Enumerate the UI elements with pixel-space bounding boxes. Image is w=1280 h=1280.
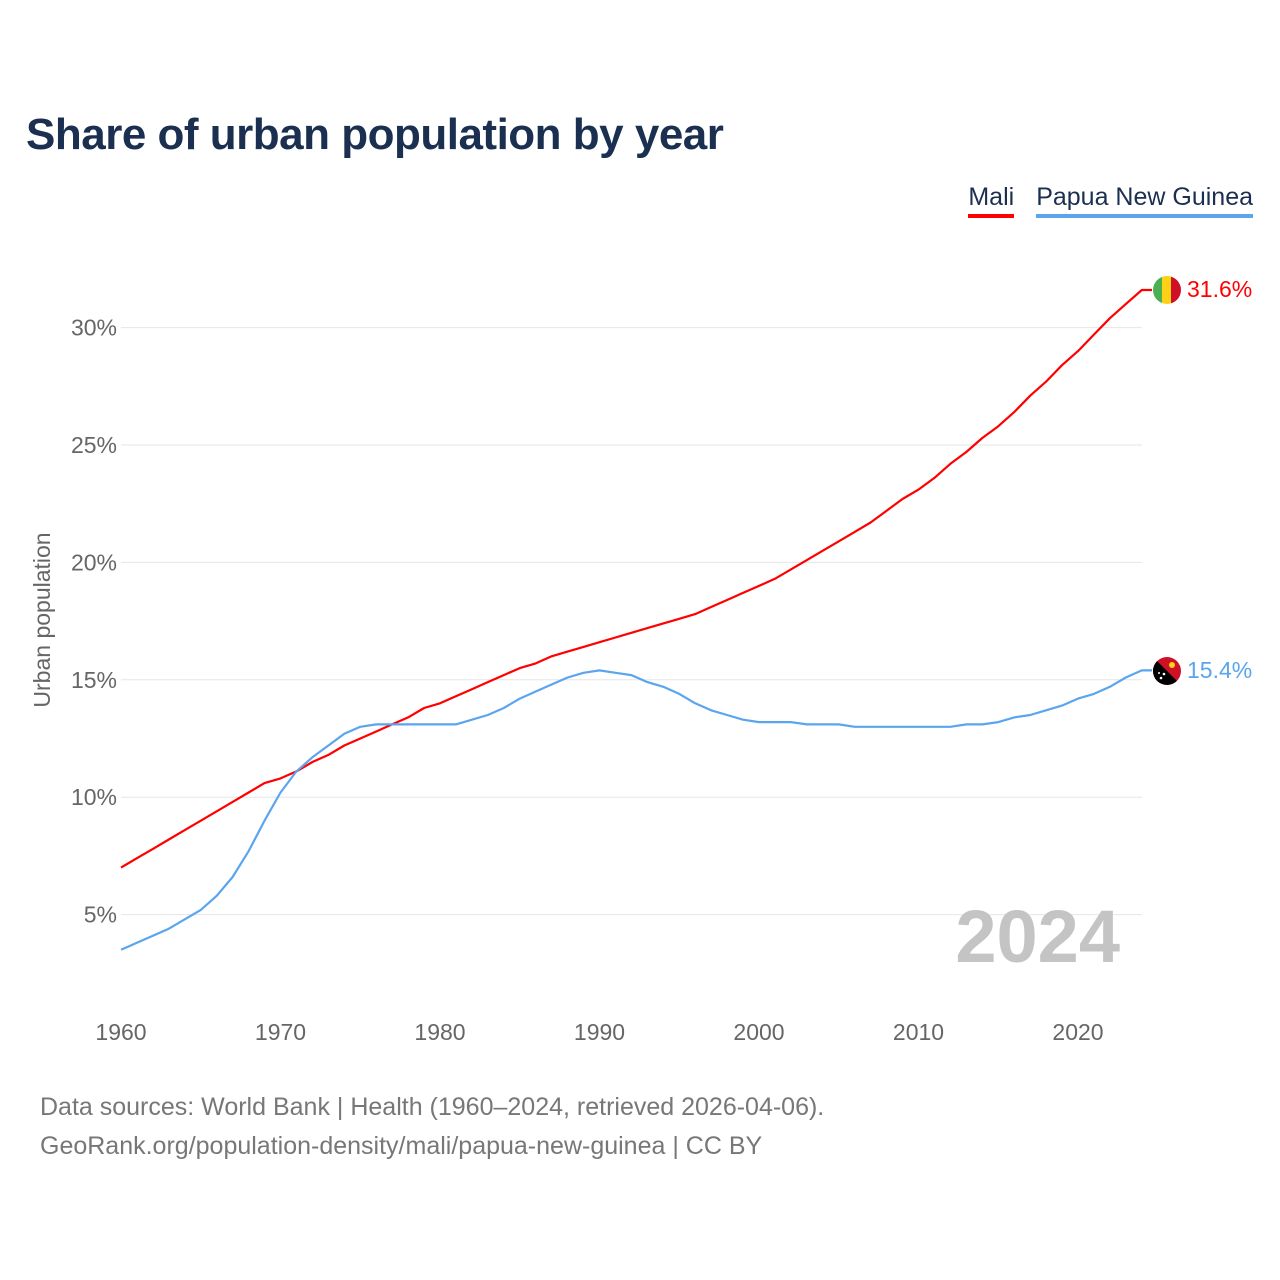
series-line-mali [120, 288, 1152, 869]
year-watermark: 2024 [955, 895, 1120, 978]
x-tick-label: 1990 [574, 1019, 625, 1045]
legend-item-papua-new-guinea[interactable]: Papua New Guinea [1036, 183, 1253, 218]
y-tick-label: 15% [71, 667, 117, 693]
series-line-papua-new-guinea [120, 669, 1152, 951]
y-tick-label: 20% [71, 549, 117, 575]
y-tick-label: 25% [71, 432, 117, 458]
y-tick-label: 10% [71, 784, 117, 810]
mali-end-label: 31.6% [1187, 276, 1252, 302]
legend: Mali Papua New Guinea [968, 183, 1253, 218]
x-tick-label: 1980 [414, 1019, 465, 1045]
papua-new-guinea-end-label: 15.4% [1187, 657, 1252, 683]
x-tick-label: 1970 [255, 1019, 306, 1045]
legend-item-mali[interactable]: Mali [968, 183, 1015, 218]
source-line-1: Data sources: World Bank | Health (1960–… [40, 1093, 825, 1121]
papua-new-guinea-flag-icon [1153, 657, 1181, 685]
x-tick-label: 2010 [893, 1019, 944, 1045]
x-tick-label: 1960 [95, 1019, 146, 1045]
chart-title: Share of urban population by year [26, 110, 724, 159]
x-tick-label: 2020 [1052, 1019, 1103, 1045]
source-line-2[interactable]: GeoRank.org/population-density/mali/papu… [40, 1132, 763, 1160]
y-tick-label: 5% [84, 902, 117, 928]
y-axis-label: Urban population [29, 532, 55, 707]
x-tick-label: 2000 [733, 1019, 784, 1045]
mali-flag-icon [1153, 276, 1181, 304]
source-note: Data sources: World Bank | Health (1960–… [40, 1088, 824, 1166]
y-tick-label: 30% [71, 315, 117, 341]
